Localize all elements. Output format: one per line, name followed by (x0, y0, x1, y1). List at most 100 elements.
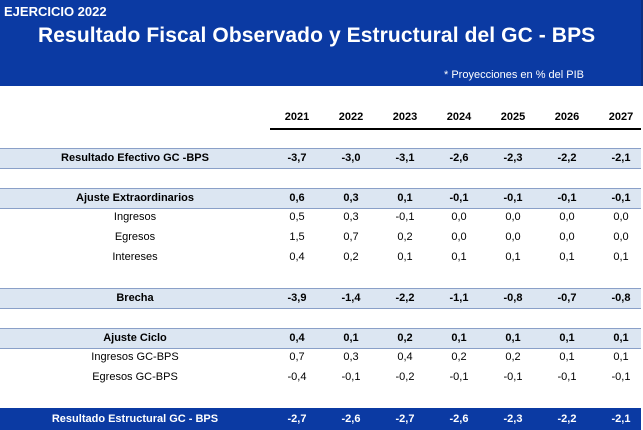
cell-value: -2,3 (503, 152, 523, 164)
page-title: Resultado Fiscal Observado y Estructural… (38, 24, 596, 47)
year-header-row: 2021 2022 2023 2024 2025 2026 2027 (270, 110, 641, 130)
cell-value: 0,1 (613, 251, 629, 263)
row-label: Intereses (112, 251, 158, 263)
cell-value: -0,1 (449, 192, 469, 204)
cell-value: -0,8 (503, 292, 523, 304)
cell-value: 0,1 (613, 351, 629, 363)
row-label: Ingresos (113, 211, 157, 223)
cell-value: 0,3 (343, 351, 359, 363)
row-resultado-efectivo: Resultado Efectivo GC -BPS -3,7 -3,0 -3,… (0, 148, 641, 169)
cell-value: 0,1 (559, 251, 575, 263)
cell-value: -1,1 (449, 292, 469, 304)
cell-value: 0,1 (559, 351, 575, 363)
row-label: Ajuste Ciclo (103, 332, 167, 344)
cell-value: -2,6 (341, 413, 361, 425)
cell-value: 0,0 (505, 231, 521, 243)
cell-value: 0,0 (613, 211, 629, 223)
row-label: Egresos GC-BPS (92, 371, 178, 383)
cell-value: 0,0 (451, 231, 467, 243)
cell-value: 0,1 (343, 332, 359, 344)
cell-value: 0,1 (505, 251, 521, 263)
cell-value: 0,7 (289, 351, 305, 363)
cell-value: 1,5 (289, 231, 305, 243)
cell-value: -0,1 (611, 192, 631, 204)
row-label: Ingresos GC-BPS (91, 351, 179, 363)
cell-value: -0,2 (395, 371, 415, 383)
row-label: Resultado Efectivo GC -BPS (61, 152, 209, 164)
cell-value: 0,2 (343, 251, 359, 263)
cell-value: 0,2 (451, 351, 467, 363)
year-header-2021: 2021 (284, 111, 310, 123)
row-intereses: Intereses 0,4 0,2 0,1 0,1 0,1 0,1 0,1 (0, 248, 641, 267)
cell-value: -2,1 (611, 413, 631, 425)
cell-value: -2,7 (395, 413, 415, 425)
cell-value: 0,2 (505, 351, 521, 363)
cell-value: 0,1 (613, 332, 629, 344)
row-ingresos-gc-bps: Ingresos GC-BPS 0,7 0,3 0,4 0,2 0,2 0,1 … (0, 348, 641, 367)
cell-value: -2,1 (611, 152, 631, 164)
cell-value: -0,1 (503, 192, 523, 204)
cell-value: -3,0 (341, 152, 361, 164)
cell-value: -0,1 (557, 371, 577, 383)
cell-value: 0,3 (343, 211, 359, 223)
cell-value: 0,2 (397, 231, 413, 243)
cell-value: 0,4 (289, 332, 305, 344)
cell-value: -2,6 (449, 152, 469, 164)
cell-value: -3,9 (287, 292, 307, 304)
cell-value: -0,8 (611, 292, 631, 304)
cell-value: -0,1 (557, 192, 577, 204)
row-egresos: Egresos 1,5 0,7 0,2 0,0 0,0 0,0 0,0 (0, 228, 641, 247)
cell-value: -2,3 (503, 413, 523, 425)
row-egresos-gc-bps: Egresos GC-BPS -0,4 -0,1 -0,2 -0,1 -0,1 … (0, 368, 641, 387)
cell-value: -0,1 (503, 371, 523, 383)
cell-value: -0,1 (611, 371, 631, 383)
row-resultado-estructural: Resultado Estructural GC - BPS -2,7 -2,6… (0, 408, 641, 430)
units-note: * Proyecciones en % del PIB (444, 69, 585, 81)
cell-value: -0,1 (395, 211, 415, 223)
year-header-2027: 2027 (608, 111, 634, 123)
cell-value: 0,4 (397, 351, 413, 363)
row-ingresos: Ingresos 0,5 0,3 -0,1 0,0 0,0 0,0 0,0 (0, 208, 641, 227)
year-header-2022: 2022 (338, 111, 364, 123)
row-ajuste-extraordinarios: Ajuste Extraordinarios 0,6 0,3 0,1 -0,1 … (0, 188, 641, 209)
year-header-2026: 2026 (554, 111, 580, 123)
cell-value: -3,7 (287, 152, 307, 164)
cell-value: -2,7 (287, 413, 307, 425)
cell-value: 0,1 (397, 192, 413, 204)
cell-value: -0,1 (449, 371, 469, 383)
cell-value: -0,1 (341, 371, 361, 383)
cell-value: -2,6 (449, 413, 469, 425)
cell-value: 0,0 (559, 231, 575, 243)
cell-value: 0,1 (505, 332, 521, 344)
cell-value: 0,5 (289, 211, 305, 223)
row-brecha: Brecha -3,9 -1,4 -2,2 -1,1 -0,8 -0,7 -0,… (0, 288, 641, 309)
year-header-2024: 2024 (446, 111, 472, 123)
cell-value: -2,2 (395, 292, 415, 304)
row-label: Resultado Estructural GC - BPS (51, 413, 219, 425)
cell-value: -0,4 (287, 371, 307, 383)
row-ajuste-ciclo: Ajuste Ciclo 0,4 0,1 0,2 0,1 0,1 0,1 0,1 (0, 328, 641, 349)
cell-value: 0,0 (613, 231, 629, 243)
cell-value: -2,2 (557, 152, 577, 164)
row-label: Brecha (116, 292, 154, 304)
row-label: Ajuste Extraordinarios (76, 192, 194, 204)
cell-value: 0,4 (289, 251, 305, 263)
cell-value: -1,4 (341, 292, 361, 304)
cell-value: 0,1 (451, 251, 467, 263)
cell-value: 0,0 (451, 211, 467, 223)
cell-value: 0,2 (397, 332, 413, 344)
cell-value: 0,1 (397, 251, 413, 263)
cell-value: 0,0 (559, 211, 575, 223)
cell-value: 0,0 (505, 211, 521, 223)
cell-value: 0,7 (343, 231, 359, 243)
cell-value: 0,3 (343, 192, 359, 204)
cell-value: 0,6 (289, 192, 305, 204)
year-header-2023: 2023 (392, 111, 418, 123)
cell-value: -0,7 (557, 292, 577, 304)
title-banner: EJERCICIO 2022 Resultado Fiscal Observad… (0, 0, 643, 86)
cell-value: -2,2 (557, 413, 577, 425)
row-label: Egresos (114, 231, 156, 243)
year-header-2025: 2025 (500, 111, 526, 123)
cell-value: -3,1 (395, 152, 415, 164)
cell-value: 0,1 (451, 332, 467, 344)
